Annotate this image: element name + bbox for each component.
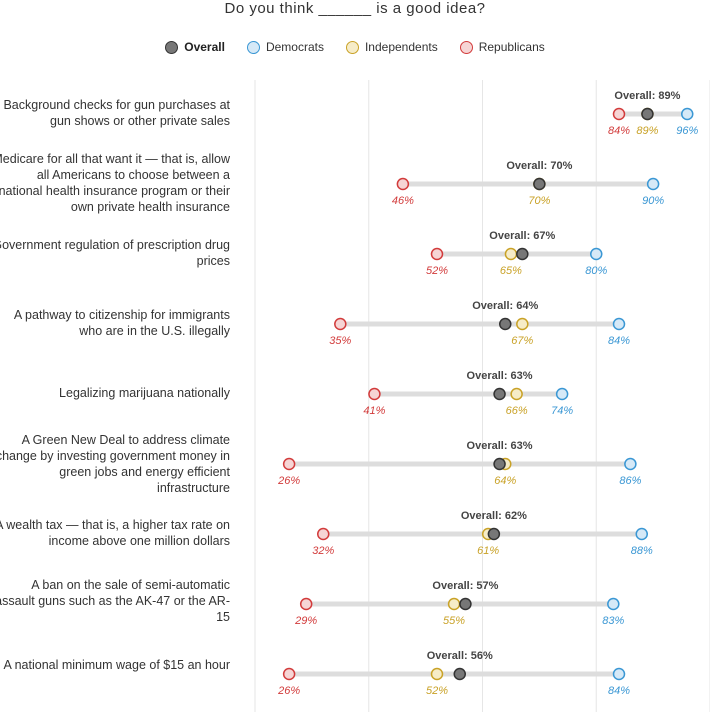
overall-value-label: Overall: 63% (467, 440, 533, 452)
row-label: Medicare for all that want it — that is,… (0, 152, 230, 214)
republicans-value-label: 84% (608, 125, 630, 137)
independents-value-label: 64% (494, 475, 516, 487)
democrats-dot (555, 387, 569, 401)
democrats-dot (607, 597, 620, 611)
republicans-value-label: 26% (277, 475, 300, 487)
overall-dot (641, 107, 654, 121)
democrats-value-label: 83% (602, 615, 624, 627)
row-label: A ban on the sale of semi-automatic assa… (0, 578, 230, 624)
independents-value-label: 65% (500, 265, 522, 277)
independents-dot (430, 667, 444, 681)
legend-item-independents: Independents (345, 40, 438, 54)
legend-item-democrats: Democrats (246, 40, 324, 54)
legend-marker-independents (345, 40, 359, 54)
democrats-value-label: 80% (585, 265, 607, 277)
democrats-value-label: 90% (642, 195, 664, 207)
independents-value-label: 66% (506, 405, 528, 417)
republicans-dot (317, 527, 330, 541)
row-label: Legalizing marijuana nationally (59, 386, 230, 400)
independents-dot (510, 387, 523, 401)
democrats-value-label: 88% (631, 545, 653, 557)
overall-dot (493, 457, 506, 471)
republicans-value-label: 41% (363, 405, 385, 417)
independents-value-label: 67% (511, 335, 533, 347)
overall-value-label: Overall: 57% (432, 580, 498, 592)
republicans-dot (334, 317, 347, 331)
democrats-value-label: 86% (619, 475, 641, 487)
democrats-dot (590, 247, 603, 261)
row-labels: Background checks for gun purchases at g… (0, 0, 240, 712)
row-label: Government regulation of prescription dr… (0, 238, 230, 268)
republicans-value-label: 35% (329, 335, 351, 347)
democrats-value-label: 96% (676, 125, 698, 137)
independents-dot (516, 317, 529, 331)
overall-dot (499, 317, 512, 331)
legend-marker-overall (165, 40, 179, 54)
legend-label-independents: Independents (364, 40, 438, 54)
overall-dot (487, 527, 501, 541)
overall-dot (516, 247, 529, 261)
legend-label-overall: Overall (184, 40, 225, 54)
democrats-value-label: 74% (551, 405, 573, 417)
democrats-dot (681, 107, 694, 121)
overall-value-label: Overall: 89% (614, 90, 680, 102)
republicans-value-label: 46% (392, 195, 414, 207)
legend-marker-democrats (246, 40, 260, 54)
independents-value-label: 70% (528, 195, 550, 207)
democrats-value-label: 84% (608, 685, 630, 697)
chart-title: Do you think ______ is a good idea? (224, 0, 486, 17)
republicans-dot (612, 107, 626, 121)
republicans-dot (430, 247, 444, 261)
row-label: A Green New Deal to address climate chan… (0, 433, 230, 495)
democrats-dot (612, 317, 626, 331)
overall-value-label: Overall: 62% (461, 510, 527, 522)
democrats-dot (624, 457, 637, 471)
row-label: A national minimum wage of $15 an hour (3, 658, 230, 672)
row-label: A wealth tax — that is, a higher tax rat… (0, 518, 230, 548)
overall-value-label: Overall: 64% (472, 300, 538, 312)
row-label: Background checks for gun purchases at g… (3, 98, 230, 128)
overall-dot (453, 667, 466, 681)
overall-value-label: Overall: 56% (427, 650, 493, 662)
independents-dot (504, 247, 518, 261)
overall-dot (533, 177, 546, 191)
republicans-value-label: 52% (426, 265, 448, 277)
republicans-dot (299, 597, 313, 611)
overall-value-label: Overall: 63% (467, 370, 533, 382)
republicans-dot (396, 177, 410, 191)
republicans-value-label: 32% (312, 545, 334, 557)
independents-value-label: 61% (477, 545, 499, 557)
republicans-dot (368, 387, 381, 401)
legend: Overall Democrats Independents Republica… (0, 37, 710, 57)
independents-value-label: 55% (443, 615, 465, 627)
row-label: A pathway to citizenship for immigrants … (13, 308, 230, 338)
democrats-dot (612, 667, 626, 681)
legend-item-overall: Overall (165, 40, 225, 54)
independents-value-label: 89% (636, 125, 658, 137)
republicans-value-label: 29% (294, 615, 317, 627)
republicans-dot (282, 667, 296, 681)
democrats-value-label: 84% (608, 335, 630, 347)
republicans-dot (282, 457, 296, 471)
legend-item-republicans: Republicans (459, 40, 545, 54)
overall-dot (459, 597, 472, 611)
overall-dot (493, 387, 506, 401)
republicans-value-label: 26% (277, 685, 300, 697)
overall-value-label: Overall: 67% (489, 230, 555, 242)
legend-label-democrats: Democrats (265, 40, 324, 54)
independents-value-label: 52% (426, 685, 448, 697)
legend-marker-republicans (459, 40, 473, 54)
overall-value-label: Overall: 70% (506, 160, 572, 172)
democrats-dot (635, 527, 648, 541)
democrats-dot (646, 177, 660, 191)
legend-label-republicans: Republicans (478, 40, 545, 54)
independents-dot (447, 597, 461, 611)
